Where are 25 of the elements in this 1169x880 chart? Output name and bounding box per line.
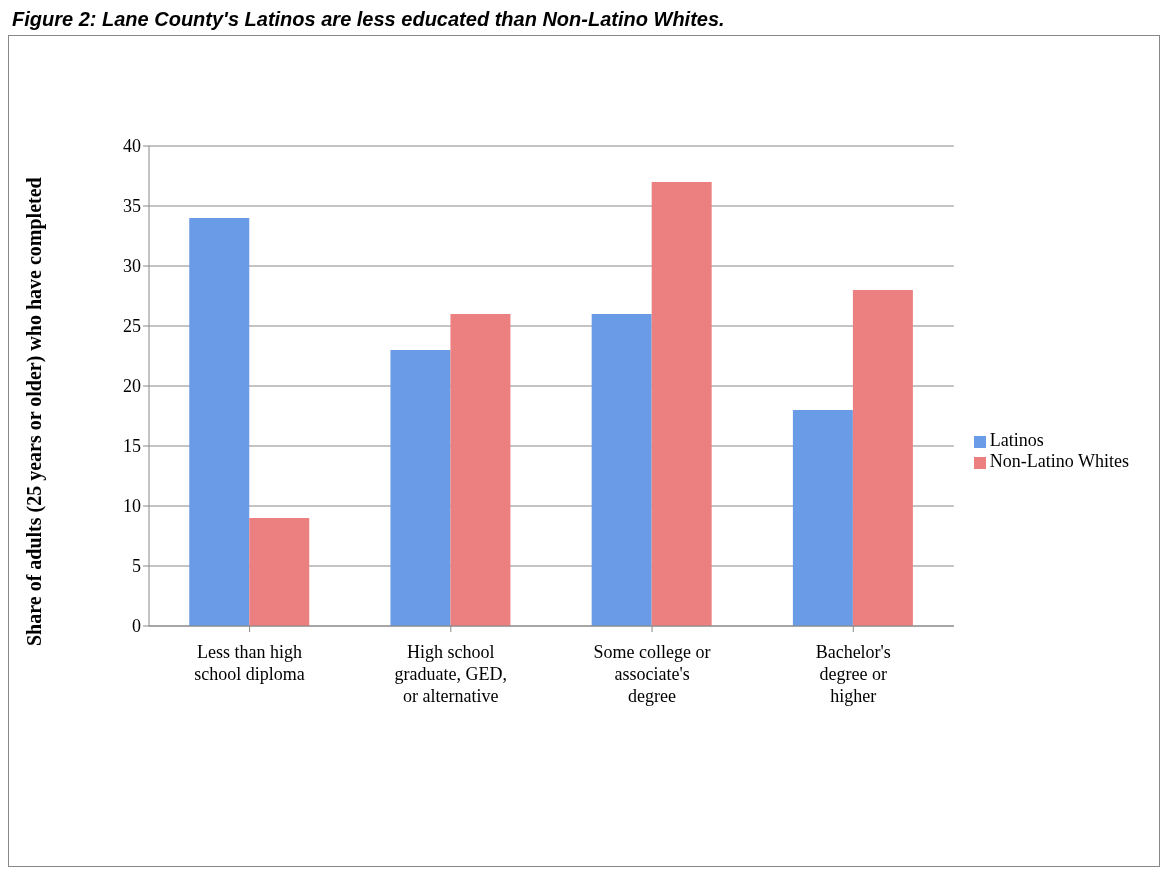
bar bbox=[390, 350, 451, 626]
y-tick-label: 40 bbox=[123, 136, 141, 157]
legend-label: Latinos bbox=[989, 430, 1044, 450]
bar bbox=[852, 290, 913, 626]
bar bbox=[249, 518, 310, 626]
y-tick-label: 25 bbox=[123, 316, 141, 337]
bar bbox=[651, 182, 712, 626]
bar bbox=[450, 314, 511, 626]
y-tick-label: 15 bbox=[123, 436, 141, 457]
y-tick-label: 35 bbox=[123, 196, 141, 217]
y-tick-label: 5 bbox=[132, 556, 141, 577]
bar bbox=[792, 410, 853, 626]
x-tick-label: Less than high school diploma bbox=[194, 642, 305, 684]
y-tick-label: 30 bbox=[123, 256, 141, 277]
y-tick-label: 10 bbox=[123, 496, 141, 517]
legend-label: Non-Latino Whites bbox=[989, 451, 1129, 471]
x-tick-label: Bachelor's degree or higher bbox=[815, 642, 891, 706]
bar bbox=[189, 218, 250, 626]
bar bbox=[591, 314, 652, 626]
y-axis-title: Share of adults (25 years or older) who have completed bbox=[23, 177, 47, 646]
chart-title: Figure 2: Lane County's Latinos are less educated than Non-Latino Whites. bbox=[12, 8, 726, 31]
y-tick-label: 20 bbox=[123, 376, 141, 397]
x-tick-label: High school graduate, GED, or alternative bbox=[394, 642, 508, 706]
y-tick-label: 0 bbox=[132, 616, 141, 637]
x-tick-label: Some college or associate's degree bbox=[593, 642, 711, 706]
